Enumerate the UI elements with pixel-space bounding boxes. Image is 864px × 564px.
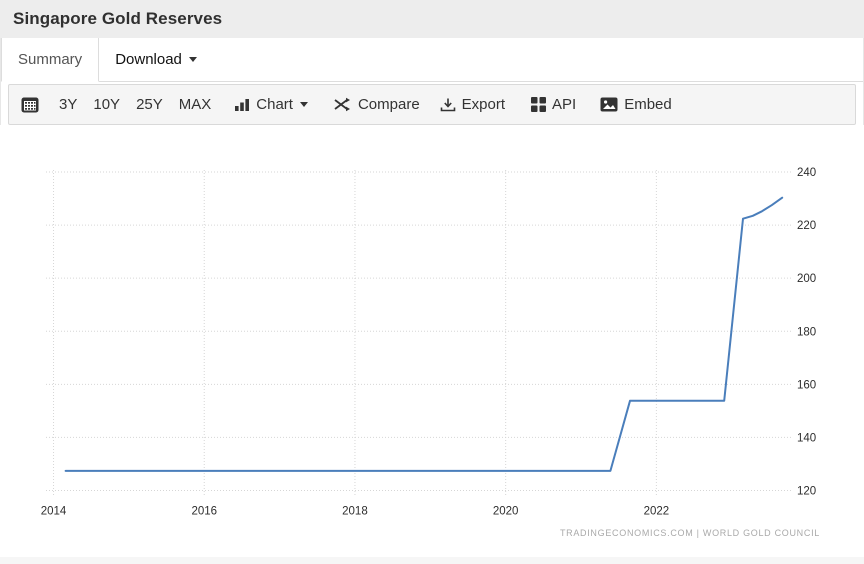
range-button-max[interactable]: MAX (179, 96, 212, 113)
page-title: Singapore Gold Reserves (13, 9, 223, 28)
range-max-label: MAX (178, 96, 212, 113)
x-axis-label: 2020 (493, 506, 519, 518)
tab-summary[interactable]: Summary (1, 38, 100, 82)
compare-label: Compare (357, 96, 420, 113)
source-attribution: TRADINGECONOMICS.COM | WORLD GOLD COUNCI… (559, 528, 820, 538)
bottom-strip (0, 557, 864, 564)
y-axis-label: 180 (797, 326, 816, 338)
embed-button[interactable]: Embed (600, 96, 672, 113)
y-axis-label: 140 (797, 432, 816, 444)
calendar-icon (21, 96, 39, 113)
chevron-down-icon (299, 102, 308, 107)
export-button[interactable]: Export (440, 96, 505, 113)
chart-type-icon (235, 98, 250, 112)
range-button-3y[interactable]: 3Y (59, 96, 77, 113)
tab-download-label: Download (115, 51, 182, 68)
api-button[interactable]: API (531, 96, 576, 113)
embed-image-icon (600, 97, 618, 112)
tab-summary-label: Summary (18, 51, 83, 68)
x-axis-label: 2018 (342, 506, 368, 518)
y-axis-label: 120 (797, 486, 816, 498)
y-axis-label: 220 (797, 220, 816, 232)
range-button-10y[interactable]: 10Y (93, 96, 120, 113)
y-axis-label: 240 (797, 167, 816, 179)
y-axis-label: 200 (797, 273, 816, 285)
y-axis-label: 160 (797, 379, 816, 391)
range-10y-label: 10Y (93, 96, 121, 113)
chart-type-label: Chart (256, 96, 293, 113)
export-download-icon (440, 97, 456, 113)
tab-bar: Summary Download (1, 38, 863, 82)
api-grid-icon (531, 97, 547, 112)
x-axis-label: 2022 (644, 506, 670, 518)
x-axis-label: 2014 (41, 506, 67, 518)
range-button-25y[interactable]: 25Y (136, 96, 163, 113)
compare-shuffle-icon (334, 97, 352, 112)
x-axis-label: 2016 (191, 506, 217, 518)
chevron-down-icon (188, 57, 197, 62)
content-panel: Summary Download 3Y (0, 38, 864, 125)
export-label: Export (461, 96, 506, 113)
calendar-button[interactable] (21, 96, 39, 113)
tab-download[interactable]: Download (99, 38, 213, 81)
embed-label: Embed (624, 96, 672, 113)
api-label: API (552, 96, 577, 113)
range-25y-label: 25Y (136, 96, 163, 113)
series-line (64, 196, 784, 472)
compare-button[interactable]: Compare (334, 96, 420, 113)
range-3y-label: 3Y (59, 96, 78, 113)
page-header: Singapore Gold Reserves (0, 0, 864, 38)
chart-type-button[interactable]: Chart (235, 96, 308, 113)
chart-toolbar: 3Y 10Y 25Y MAX Chart (8, 84, 856, 125)
